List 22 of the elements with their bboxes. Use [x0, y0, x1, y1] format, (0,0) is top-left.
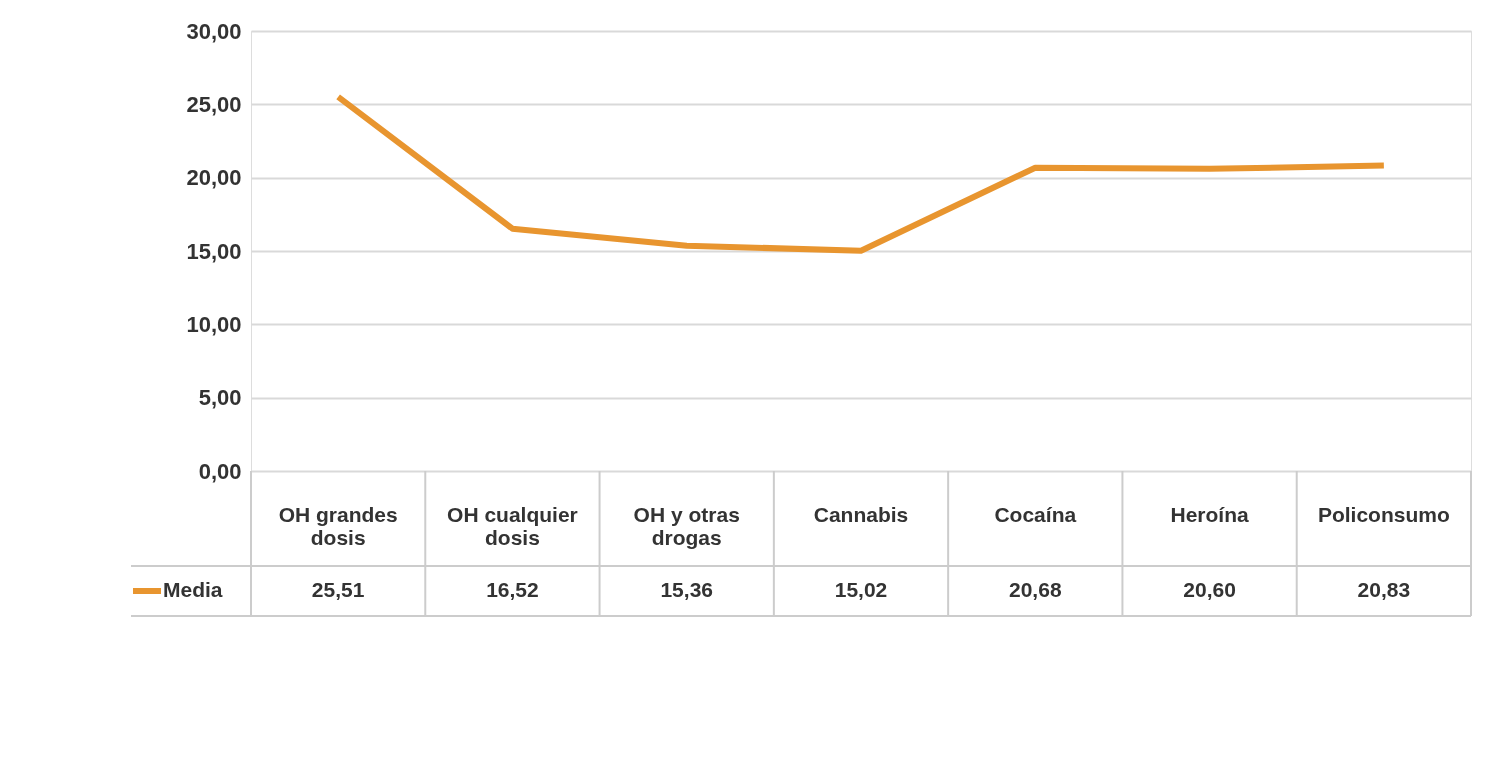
text: 15,36	[660, 578, 713, 601]
y-tick-label: 15,00	[186, 238, 242, 264]
text: 20,68	[1009, 578, 1062, 601]
text: 15,02	[834, 578, 888, 601]
y-tick-label: 5,00	[198, 385, 242, 411]
x-tick-label: OH grandes dosis	[278, 503, 398, 549]
legend-label: Media	[163, 578, 223, 601]
text: 16,52	[486, 578, 539, 601]
y-tick-label: 0,00	[198, 458, 242, 484]
x-tick-label: Cocaína	[994, 503, 1077, 526]
y-tick-label: 30,00	[186, 18, 242, 44]
x-tick-label: Cannabis	[813, 503, 909, 526]
y-tick-label: 20,00	[186, 165, 242, 191]
text: 20,60	[1183, 578, 1236, 601]
y-tick-label: 10,00	[186, 311, 242, 337]
y-tick-label: 25,00	[186, 91, 242, 117]
x-tick-label: OH cualquier dosis	[447, 503, 578, 549]
text: 20,83	[1357, 578, 1411, 601]
x-tick-label: Heroína	[1170, 503, 1249, 526]
text: 25,51	[311, 578, 365, 601]
x-tick-label: OH y otras drogas	[633, 503, 740, 549]
x-tick-label: Policonsumo	[1317, 503, 1450, 526]
